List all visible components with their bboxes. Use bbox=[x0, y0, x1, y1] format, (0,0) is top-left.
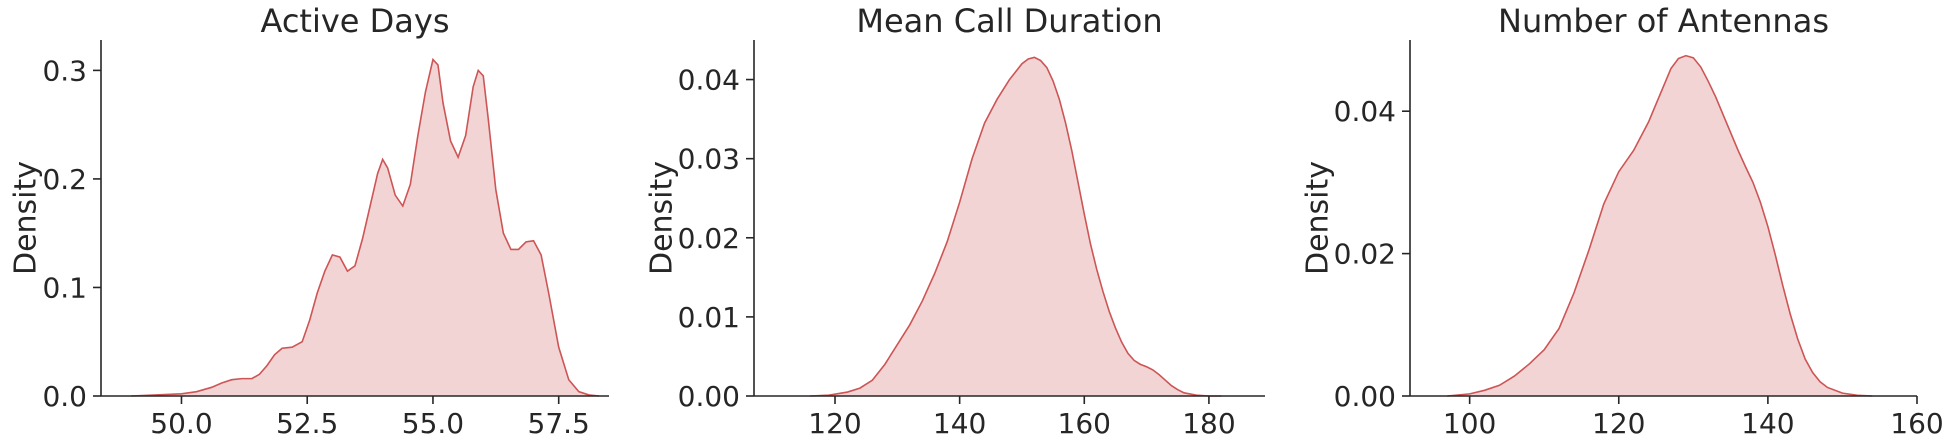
panel-number-of-antennas: 100 120 140 160 0.00 0.02 0.04 Number of Antenn… bbox=[1301, 2, 1944, 440]
x-tick-label: 180 bbox=[1182, 407, 1235, 440]
density-line bbox=[131, 57, 600, 397]
panel-active-days: 50.0 52.5 55.0 57.5 0.0 0.1 0.2 0.3 Active Days D… bbox=[9, 2, 609, 440]
y-tick-label: 0.04 bbox=[1334, 95, 1396, 128]
y-tick-label: 0.01 bbox=[678, 301, 740, 334]
y-tick-label: 0.03 bbox=[678, 143, 740, 176]
y-tick-label: 0.0 bbox=[42, 380, 87, 413]
y-tick-label: 0.1 bbox=[42, 271, 87, 304]
density-line bbox=[1447, 54, 1873, 397]
y-tick-label: 0.3 bbox=[42, 54, 87, 87]
x-tick-label: 120 bbox=[1592, 407, 1645, 440]
panel-title: Mean Call Duration bbox=[856, 2, 1162, 40]
x-tick-label: 160 bbox=[1058, 407, 1111, 440]
y-tick-label: 0.04 bbox=[678, 64, 740, 97]
x-tick-label: 50.0 bbox=[150, 407, 212, 440]
y-tick-label: 0.02 bbox=[678, 222, 740, 255]
panel-title: Number of Antennas bbox=[1498, 2, 1829, 40]
y-axis-label: Density bbox=[645, 161, 680, 275]
x-tick-label: 120 bbox=[808, 407, 861, 440]
y-tick-label: 0.00 bbox=[1334, 380, 1396, 413]
x-tick-label: 55.0 bbox=[402, 407, 464, 440]
y-tick-label: 0.00 bbox=[678, 380, 740, 413]
x-tick-label: 140 bbox=[1741, 407, 1794, 440]
y-axis-label: Density bbox=[9, 161, 44, 275]
panel-mean-call-duration: 120 140 160 180 0.00 0.01 0.02 0.03 0.04 Mean Cal… bbox=[645, 2, 1265, 440]
y-tick-label: 0.2 bbox=[42, 163, 87, 196]
x-tick-label: 140 bbox=[933, 407, 986, 440]
x-tick-label: 100 bbox=[1443, 407, 1496, 440]
y-tick-label: 0.02 bbox=[1334, 238, 1396, 271]
x-tick-label: 52.5 bbox=[276, 407, 338, 440]
density-line bbox=[810, 56, 1222, 397]
density-area bbox=[1447, 55, 1873, 396]
density-area bbox=[810, 57, 1222, 397]
y-axis-label: Density bbox=[1301, 161, 1336, 275]
x-tick-label: 160 bbox=[1890, 407, 1943, 440]
x-tick-label: 57.5 bbox=[528, 407, 590, 440]
panel-title: Active Days bbox=[260, 2, 449, 40]
